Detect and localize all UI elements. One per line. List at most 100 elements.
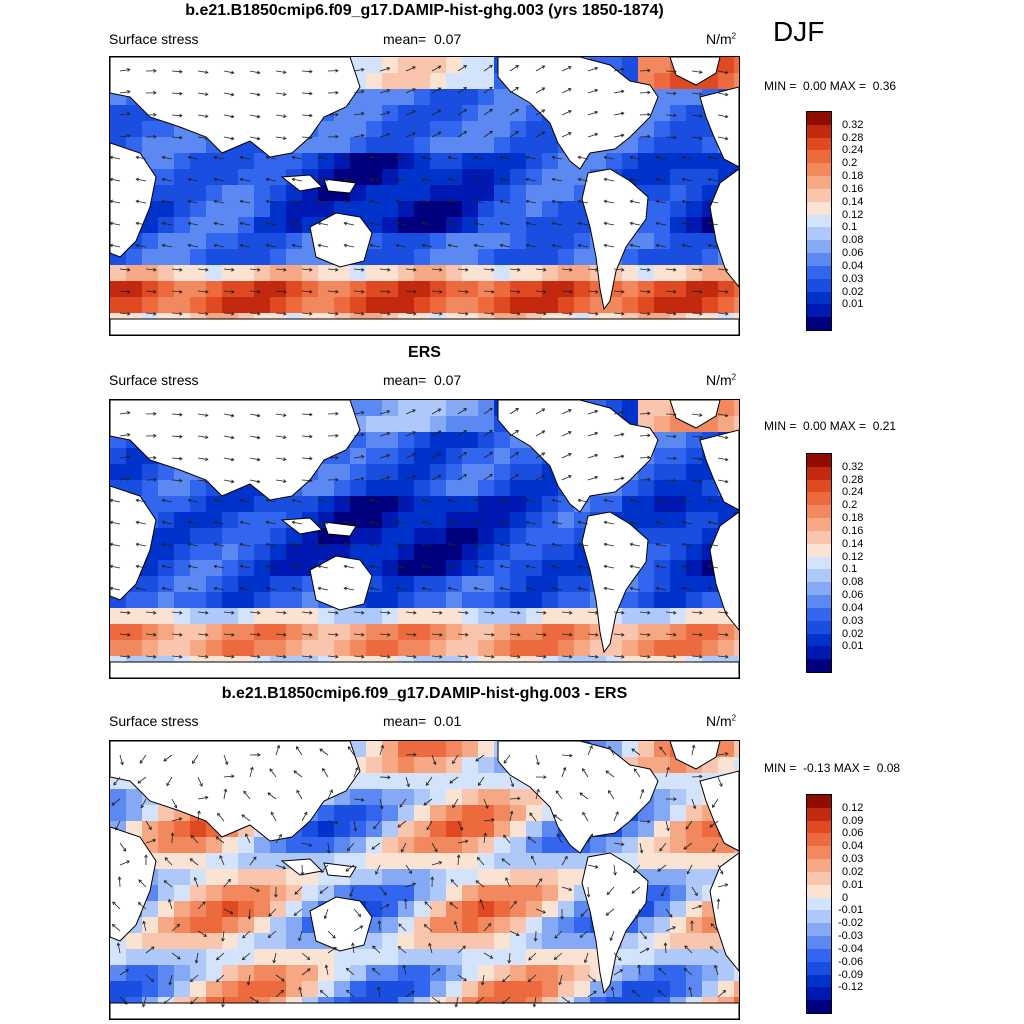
field-cell [670,853,686,869]
field-cell [126,624,142,640]
field-cell [398,265,414,281]
mean-label: mean= [383,713,427,729]
stress-vector [717,633,728,636]
field-cell [302,949,318,965]
stress-vector [717,136,728,140]
stress-vector-head [712,848,716,853]
stress-vector-head [569,610,573,615]
field-cell [286,965,302,981]
stress-vector [294,908,303,916]
field-cell [654,297,670,313]
stress-vector-head [126,860,130,864]
panel-3-minmax: MIN = -0.13 MAX = 0.08 [764,761,900,775]
stress-vector-head [690,920,694,924]
stress-vector-head [386,88,391,93]
field-cell [686,965,702,981]
stress-vector [320,990,329,998]
stress-vector [375,864,381,875]
field-cell [126,981,142,997]
stress-vector-head [509,810,514,815]
stress-vector [587,655,598,658]
field-cell [222,217,238,233]
field-cell [222,933,238,949]
colorbar-tick-label: -0.04 [838,942,864,955]
stress-vector [503,835,511,844]
stress-vector-head [421,520,426,525]
stress-vector-head [412,453,416,457]
stress-vector-head [192,760,196,765]
field-cell [366,949,382,965]
stress-vector [661,886,667,897]
stress-vector [216,974,225,983]
field-cell [670,640,686,656]
stress-vector [197,796,208,800]
stress-vector-head [179,69,183,74]
field-cell [398,137,414,153]
field-cell [110,265,126,281]
field-cell [510,464,526,480]
stress-vector [377,987,381,998]
stress-vector [509,633,520,636]
field-cell [654,416,670,432]
stress-vector [457,109,467,116]
field-cell [350,528,366,544]
field-cell [478,981,494,997]
stress-vector [344,156,355,160]
colorbar-tick-label: 0.04 [842,840,864,853]
field-cell [702,297,718,313]
stress-vector-head [216,956,220,961]
stress-vector [240,521,251,525]
stress-vector [630,244,641,248]
stress-vector-head [153,112,157,117]
stress-vector-head [179,654,183,659]
coastline [581,511,649,654]
stress-vector-head [541,65,546,69]
stress-vector-head [239,221,244,226]
field-cell [414,432,430,448]
stress-vector-head [463,87,468,91]
stress-vector-head [280,989,285,994]
stress-vector-head [242,934,246,939]
stress-vector-head [647,112,651,117]
colorbar-swatch [807,176,831,190]
field-cell [430,105,446,121]
stress-vector [717,92,728,96]
field-cell [542,885,558,901]
stress-vector [587,633,598,636]
stress-vector [708,200,719,204]
colorbar-tick-label: 0.32 [842,118,864,131]
stress-vector-head [221,1004,225,1008]
stress-vector [431,312,442,315]
field-cell [446,105,462,121]
field-cell [478,592,494,608]
stress-vector-head [189,978,194,983]
field-cell [542,496,558,512]
field-cell [558,885,574,901]
field-cell [350,448,366,464]
field-cell [622,821,638,837]
field-cell [366,624,382,640]
stress-vector-head [230,479,235,484]
field-cell [174,837,190,853]
stress-vector-head [499,177,504,182]
min-value: 0.00 [803,419,827,433]
stress-vector-head [568,409,572,413]
stress-vector [112,901,121,910]
stress-vector [214,178,225,182]
stress-vector-head [530,855,535,860]
field-cell [462,981,478,997]
stress-vector [145,974,154,982]
stress-vector-head [673,113,677,118]
stress-vector [301,413,313,416]
colorbar-swatch [807,807,831,822]
field-cell [526,185,542,201]
stress-vector [275,290,286,293]
field-cell [638,57,654,73]
stress-vector [168,899,173,910]
stress-vector [509,109,519,116]
stress-vector-head [629,520,634,525]
min-label: MIN = [764,419,797,433]
stress-vector [561,66,572,72]
field-cell [654,169,670,185]
field-cell [430,917,446,933]
